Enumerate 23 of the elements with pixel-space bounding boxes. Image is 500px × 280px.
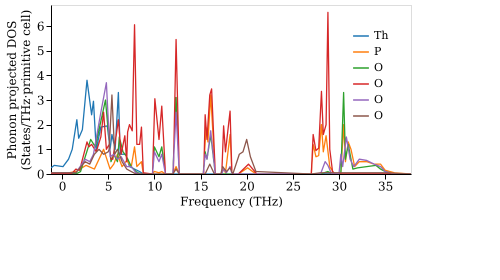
x-tick-label: 25 bbox=[286, 180, 301, 194]
y-tick-label: 6 bbox=[36, 19, 44, 34]
legend-label: O bbox=[374, 109, 384, 122]
x-tick-label: 0 bbox=[58, 180, 66, 194]
x-tick-label: 10 bbox=[147, 180, 163, 194]
y-tick-label: 5 bbox=[36, 44, 44, 58]
legend-label: O bbox=[374, 93, 384, 106]
legend-label: O bbox=[374, 61, 384, 74]
x-axis-title: Frequency (THz) bbox=[180, 194, 283, 208]
x-tick-label: 30 bbox=[332, 180, 348, 194]
y-tick-label: 1 bbox=[36, 142, 44, 157]
y-axis-title: Phonon projected DOS (States/THz·primitive cell) bbox=[4, 10, 33, 170]
legend-label: O bbox=[374, 77, 384, 90]
y-tick-label: 3 bbox=[36, 93, 44, 108]
x-tick-label: 5 bbox=[104, 180, 113, 194]
x-tick-label: 35 bbox=[378, 180, 394, 194]
x-tick-label: 20 bbox=[240, 180, 255, 194]
legend-label: P bbox=[374, 45, 382, 58]
x-tick-label: 15 bbox=[193, 180, 209, 194]
y-tick-label: 4 bbox=[36, 68, 45, 83]
legend-label: Th bbox=[374, 29, 388, 42]
y-tick-label: 2 bbox=[36, 118, 44, 132]
y-tick-label: 0 bbox=[36, 168, 44, 182]
